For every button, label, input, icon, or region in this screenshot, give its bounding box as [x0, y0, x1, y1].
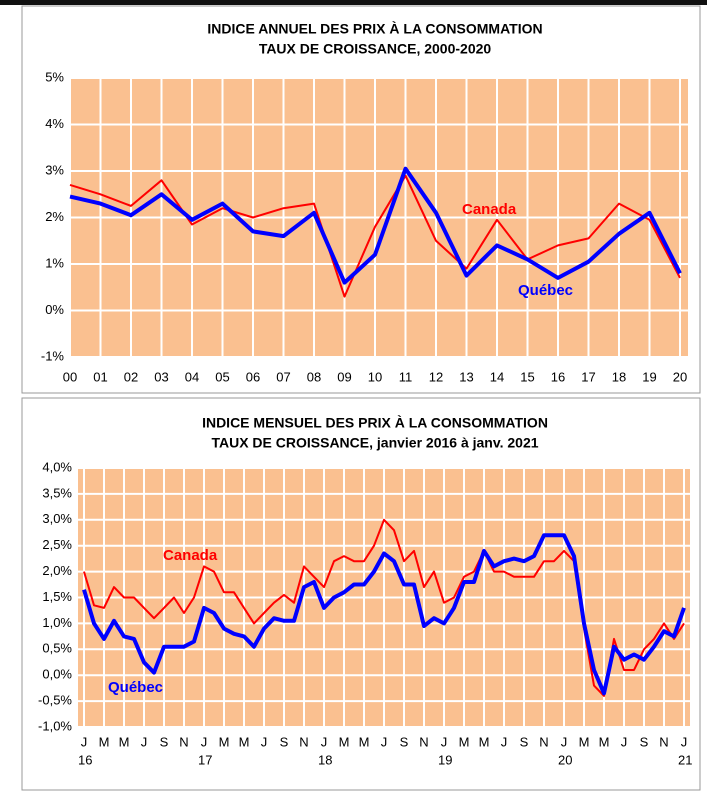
y-tick-label: 4,0% — [42, 459, 72, 474]
x-tick-label: 15 — [520, 369, 534, 384]
x-tick-label: M — [239, 734, 250, 749]
y-tick-label: 5% — [45, 69, 64, 84]
year-label: 16 — [78, 752, 92, 767]
x-tick-label: 04 — [185, 369, 199, 384]
series-label: Canada — [163, 547, 218, 564]
series-label: Québec — [108, 679, 163, 696]
y-tick-label: 1,5% — [42, 589, 72, 604]
y-tick-label: 3,5% — [42, 485, 72, 500]
x-tick-label: 02 — [124, 369, 138, 384]
y-tick-label: -0,5% — [38, 693, 72, 708]
x-tick-label: 03 — [154, 369, 168, 384]
series-label: Canada — [462, 201, 517, 218]
x-tick-label: S — [520, 734, 529, 749]
y-tick-label: 0,5% — [42, 641, 72, 656]
x-tick-label: J — [81, 734, 88, 749]
x-tick-label: 17 — [581, 369, 595, 384]
x-tick-label: J — [381, 734, 388, 749]
x-tick-label: J — [321, 734, 328, 749]
x-tick-label: N — [179, 734, 188, 749]
x-tick-label: 13 — [459, 369, 473, 384]
x-tick-label: 06 — [246, 369, 260, 384]
chart-title: INDICE ANNUEL DES PRIX À LA CONSOMMATION — [207, 21, 542, 37]
x-tick-label: S — [640, 734, 649, 749]
x-tick-label: J — [261, 734, 268, 749]
chart-title: INDICE MENSUEL DES PRIX À LA CONSOMMATIO… — [202, 415, 548, 431]
x-tick-label: N — [539, 734, 548, 749]
x-tick-label: S — [400, 734, 409, 749]
x-tick-label: S — [280, 734, 289, 749]
year-label: 20 — [558, 752, 572, 767]
x-tick-label: 20 — [673, 369, 687, 384]
year-label: 17 — [198, 752, 212, 767]
x-tick-label: 16 — [551, 369, 565, 384]
x-tick-label: 10 — [368, 369, 382, 384]
y-tick-label: 1% — [45, 255, 64, 270]
x-tick-label: 09 — [337, 369, 351, 384]
x-tick-label: N — [659, 734, 668, 749]
x-tick-label: 19 — [642, 369, 656, 384]
x-tick-label: 12 — [429, 369, 443, 384]
x-tick-label: M — [119, 734, 130, 749]
x-tick-label: J — [681, 734, 688, 749]
x-tick-label: M — [339, 734, 350, 749]
x-tick-label: M — [599, 734, 610, 749]
x-tick-label: 18 — [612, 369, 626, 384]
x-tick-label: 01 — [93, 369, 107, 384]
x-tick-label: M — [459, 734, 470, 749]
series-line — [69, 166, 682, 285]
y-tick-label: 3% — [45, 162, 64, 177]
x-tick-label: 14 — [490, 369, 504, 384]
y-tick-label: 2,5% — [42, 537, 72, 552]
chart-subtitle: TAUX DE CROISSANCE, janvier 2016 à janv.… — [211, 435, 538, 451]
year-label: 18 — [318, 752, 332, 767]
y-tick-label: 4% — [45, 116, 64, 131]
x-tick-label: J — [441, 734, 448, 749]
top-strip — [0, 0, 707, 5]
x-tick-label: M — [479, 734, 490, 749]
y-tick-label: 0,0% — [42, 667, 72, 682]
year-label: 19 — [438, 752, 452, 767]
x-tick-label: J — [141, 734, 148, 749]
series-line — [82, 533, 686, 696]
x-tick-label: N — [299, 734, 308, 749]
series-line — [69, 174, 681, 298]
x-tick-label: J — [201, 734, 208, 749]
x-tick-label: N — [419, 734, 428, 749]
x-tick-label: S — [160, 734, 169, 749]
x-tick-label: J — [501, 734, 508, 749]
x-tick-label: 08 — [307, 369, 321, 384]
y-tick-label: -1,0% — [38, 718, 72, 733]
x-tick-label: 05 — [215, 369, 229, 384]
series-label: Québec — [518, 282, 573, 299]
year-label: 21 — [678, 752, 692, 767]
x-tick-label: J — [621, 734, 628, 749]
x-tick-label: 07 — [276, 369, 290, 384]
chart-subtitle: TAUX DE CROISSANCE, 2000-2020 — [259, 41, 492, 57]
x-tick-label: M — [359, 734, 370, 749]
x-tick-label: 00 — [63, 369, 77, 384]
x-tick-label: J — [561, 734, 568, 749]
y-tick-label: 3,0% — [42, 511, 72, 526]
x-tick-label: M — [219, 734, 230, 749]
y-tick-label: 2,0% — [42, 563, 72, 578]
y-tick-label: -1% — [41, 348, 65, 363]
y-tick-label: 0% — [45, 302, 64, 317]
y-tick-label: 1,0% — [42, 615, 72, 630]
y-tick-label: 2% — [45, 209, 64, 224]
x-tick-label: 11 — [399, 369, 413, 384]
x-tick-label: M — [99, 734, 110, 749]
x-tick-label: M — [579, 734, 590, 749]
